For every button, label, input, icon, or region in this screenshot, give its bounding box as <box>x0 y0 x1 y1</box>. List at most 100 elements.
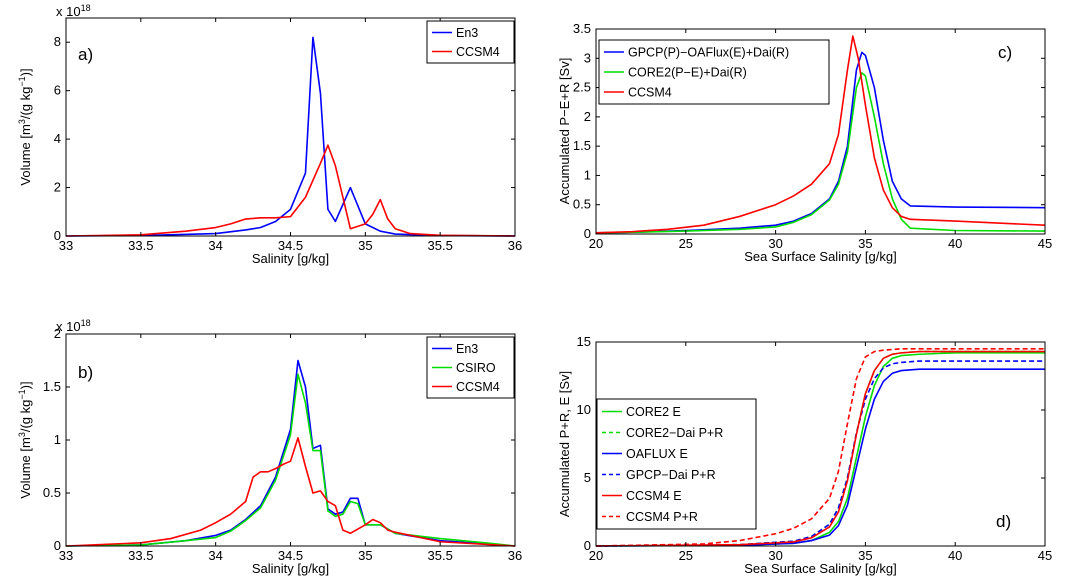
y-tick-label: 1.5 <box>573 138 591 153</box>
y-tick-label: 0 <box>54 538 61 553</box>
panel-label: d) <box>996 512 1011 531</box>
legend-label: CORE2 E <box>626 405 681 419</box>
y-axis-label-superscript: 3 <box>17 432 27 437</box>
x-tick-label: 45 <box>1038 236 1052 251</box>
panel-label: b) <box>78 363 93 382</box>
chart-panel-c: 20 25 30 35 40 45 0 0.5 1 1.5 2 2.5 3 3.5 Sea Surface … <box>557 21 1052 264</box>
x-tick-label: 33 <box>59 238 73 253</box>
legend-label: CORE2(P−E)+Dai(R) <box>628 66 747 80</box>
legend-label: CCSM4 <box>628 86 672 100</box>
y-axis-label-superscript: 3 <box>17 119 27 124</box>
x-tick-label: 35 <box>858 548 872 563</box>
legend-label: GPCP−Dai P+R <box>626 468 716 482</box>
legend-box <box>426 20 515 64</box>
x-tick-label: 25 <box>679 236 693 251</box>
y-tick-label: 0 <box>584 226 591 241</box>
y-tick-label: 1 <box>54 432 61 447</box>
x-tick-label: 35.5 <box>428 238 453 253</box>
x-tick-label: 40 <box>948 236 962 251</box>
y-tick-label: 0.5 <box>43 485 61 500</box>
y-tick-label: 10 <box>577 402 591 417</box>
y-axis-label: Volume [m3/(g kg−1)] <box>17 68 33 185</box>
x-tick-label: 34.5 <box>278 238 303 253</box>
x-tick-label: 33.5 <box>128 548 153 563</box>
y-axis-label: Volume [m3/(g kg−1)] <box>17 381 33 498</box>
y-tick-label: 1 <box>584 167 591 182</box>
x-tick-label: 36 <box>508 548 522 563</box>
x-tick-label: 20 <box>589 548 603 563</box>
series-line-3 <box>595 360 1045 547</box>
x-axis-label: Salinity [g/kg] <box>252 251 329 266</box>
legend-box <box>598 39 830 105</box>
x-tick-label: 45 <box>1038 548 1052 563</box>
series-line-1 <box>65 144 516 237</box>
axis-exponent: x 1018 <box>56 318 91 334</box>
x-tick-label: 33 <box>59 548 73 563</box>
axis-exponent-base: x 10 <box>56 4 81 19</box>
x-axis-label: Sea Surface Salinity [g/kg] <box>744 561 896 576</box>
y-tick-label: 2 <box>584 109 591 124</box>
axis-exponent: x 1018 <box>56 3 91 19</box>
x-tick-label: 40 <box>948 548 962 563</box>
x-tick-label: 35.5 <box>428 548 453 563</box>
legend-label: CORE2−Dai P+R <box>626 426 723 440</box>
y-tick-label: 3.5 <box>573 21 591 36</box>
legend-label: CCSM4 <box>456 45 500 59</box>
y-tick-label: 4 <box>54 131 61 146</box>
legend-label: CSIRO <box>456 361 496 375</box>
x-tick-label: 33.5 <box>128 238 153 253</box>
legend-box <box>596 398 757 530</box>
legend-label: CCSM4 E <box>626 489 682 503</box>
y-tick-label: 0 <box>584 538 591 553</box>
x-tick-label: 35 <box>858 236 872 251</box>
y-tick-label: 3 <box>584 50 591 65</box>
x-tick-label: 34.5 <box>278 548 303 563</box>
x-tick-label: 30 <box>768 236 782 251</box>
series-line-2 <box>65 437 516 547</box>
chart-panel-a: 33 33.5 34 34.5 35 35.5 36 0 2 4 6 8 Salinity [g/kg]… <box>17 3 522 266</box>
axis-exponent-power: 18 <box>81 318 91 328</box>
x-tick-label: 25 <box>679 548 693 563</box>
y-tick-label: 2 <box>54 180 61 195</box>
chart-panel-d: 20 25 30 35 40 45 0 5 10 15 Sea Surface Salinity [… <box>557 334 1052 576</box>
x-tick-label: 36 <box>508 238 522 253</box>
y-axis-label-part: /(g kg <box>18 400 33 433</box>
series-line-2 <box>595 35 1046 234</box>
x-tick-label: 20 <box>589 236 603 251</box>
y-axis-label: Accumulated P−E+R [Sv] <box>557 58 572 205</box>
legend-label: GPCP(P)−OAFlux(E)+Dai(R) <box>628 46 789 60</box>
x-tick-label: 34 <box>208 238 222 253</box>
y-axis-label-part: )] <box>18 381 33 389</box>
series-line-0 <box>65 36 516 237</box>
y-axis-label-part: )] <box>18 68 33 76</box>
legend-label: CCSM4 P+R <box>626 510 698 524</box>
y-axis-label-part: Volume [m <box>18 437 33 498</box>
y-tick-label: 2 <box>54 326 61 341</box>
legend-label: OAFLUX E <box>626 447 688 461</box>
y-tick-label: 15 <box>577 334 591 349</box>
x-tick-label: 35 <box>358 238 372 253</box>
series-line-2 <box>595 368 1045 547</box>
panel-label: a) <box>78 45 93 64</box>
axis-exponent-base: x 10 <box>56 319 81 334</box>
y-axis-label: Accumulated P+R, E [Sv] <box>557 371 572 517</box>
axis-exponent-power: 18 <box>81 3 91 13</box>
y-tick-label: 0 <box>54 228 61 243</box>
y-axis-label-part: /(g kg <box>18 87 33 120</box>
x-axis-label: Sea Surface Salinity [g/kg] <box>744 249 896 264</box>
y-tick-label: 8 <box>54 34 61 49</box>
x-axis-label: Salinity [g/kg] <box>252 561 329 576</box>
y-tick-label: 6 <box>54 83 61 98</box>
y-axis-label-superscript: −1 <box>17 389 27 399</box>
y-tick-label: 0.5 <box>573 197 591 212</box>
y-tick-label: 5 <box>584 470 591 485</box>
legend-label: CCSM4 <box>456 380 500 394</box>
series-line-5 <box>595 348 1045 547</box>
plot-frame <box>595 28 1046 235</box>
y-tick-label: 2.5 <box>573 80 591 95</box>
legend-label: En3 <box>456 26 478 40</box>
x-tick-label: 34 <box>208 548 222 563</box>
x-tick-label: 35 <box>358 548 372 563</box>
y-axis-label-superscript: −1 <box>17 76 27 86</box>
